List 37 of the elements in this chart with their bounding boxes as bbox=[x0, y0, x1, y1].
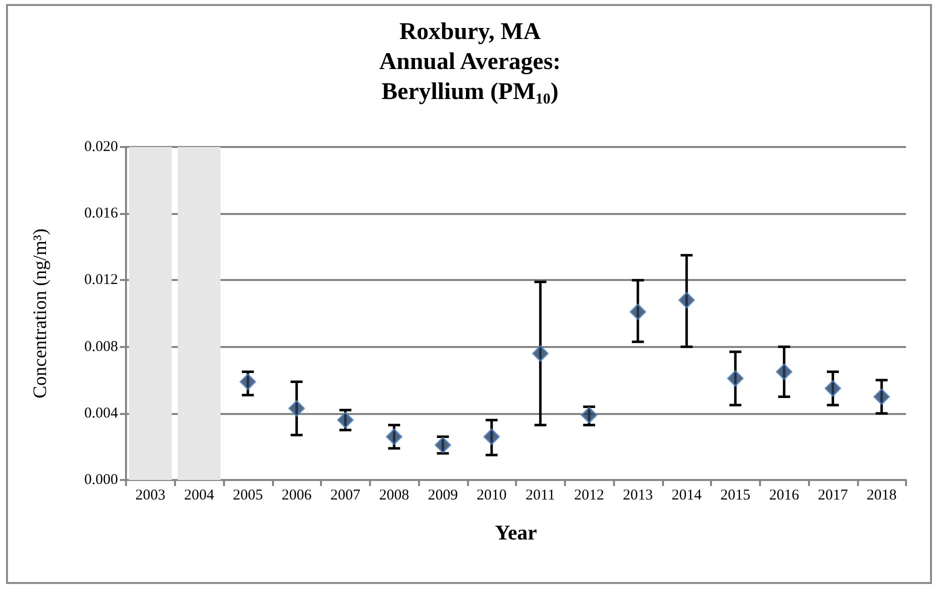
y-tick-label: 0.004 bbox=[84, 405, 118, 422]
x-tick-label: 2015 bbox=[720, 488, 750, 504]
point bbox=[483, 428, 500, 445]
y-tick-label: 0.020 bbox=[84, 139, 118, 155]
x-tick-label: 2008 bbox=[379, 488, 410, 504]
point bbox=[580, 406, 598, 424]
x-tick-label: 2009 bbox=[428, 488, 458, 504]
x-tick-label: 2006 bbox=[282, 488, 312, 504]
x-tick-label: 2012 bbox=[574, 488, 604, 504]
x-tick-label: 2014 bbox=[672, 488, 702, 504]
x-tick-label: 2007 bbox=[330, 488, 361, 504]
y-tick-label: 0.012 bbox=[84, 272, 118, 288]
point bbox=[727, 370, 744, 387]
y-tick-label: 0.016 bbox=[84, 206, 118, 222]
point bbox=[776, 364, 792, 380]
x-tick-label: 2011 bbox=[526, 488, 556, 504]
x-tick-label: 2005 bbox=[232, 488, 263, 504]
x-tick-label: 2003 bbox=[135, 488, 166, 504]
y-tick-label: 0.000 bbox=[84, 472, 118, 488]
point bbox=[678, 292, 695, 308]
point bbox=[240, 374, 256, 390]
x-tick-label: 2016 bbox=[769, 488, 800, 504]
x-tick-label: 2004 bbox=[184, 488, 215, 504]
point bbox=[873, 388, 890, 405]
point bbox=[288, 400, 305, 417]
point bbox=[532, 345, 549, 362]
point bbox=[337, 412, 354, 428]
x-tick-label: 2018 bbox=[866, 488, 897, 504]
point bbox=[824, 380, 842, 397]
x-tick-label: 2010 bbox=[476, 488, 507, 504]
x-axis-title: Year bbox=[495, 520, 537, 544]
x-tick-label: 2013 bbox=[622, 488, 653, 504]
y-tick-label: 0.008 bbox=[84, 338, 118, 355]
y-axis-title: Concentration (ng/m³) bbox=[30, 228, 51, 398]
point bbox=[630, 304, 646, 320]
point bbox=[386, 428, 402, 445]
x-tick-label: 2017 bbox=[818, 488, 848, 504]
